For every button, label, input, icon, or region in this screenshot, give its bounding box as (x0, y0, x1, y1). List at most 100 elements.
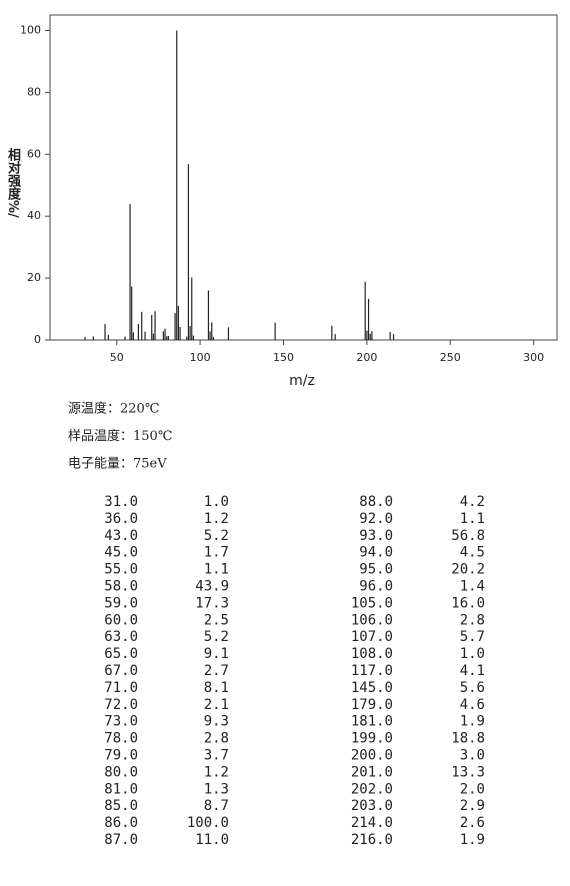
table-cell: 200.0 (351, 748, 393, 764)
condition: 源温度：220℃ (68, 401, 159, 417)
table-cell: 1.0 (460, 646, 485, 662)
table-cell: 1.2 (204, 764, 229, 780)
table-cell: 1.2 (204, 511, 229, 527)
table-cell: 9.3 (204, 714, 229, 730)
table-cell: 145.0 (351, 680, 393, 696)
table-cell: 4.1 (460, 663, 485, 679)
table-cell: 78.0 (104, 731, 138, 747)
y-tick-label: 0 (34, 333, 41, 346)
table-cell: 5.2 (204, 629, 229, 645)
table-cell: 17.3 (195, 595, 229, 611)
table-cell: 93.0 (359, 528, 393, 544)
table-cell: 1.7 (204, 545, 229, 561)
x-tick-label: 300 (523, 351, 544, 364)
x-axis-label: m/z (289, 373, 315, 389)
table-cell: 2.0 (460, 781, 485, 797)
table-cell: 43.0 (104, 528, 138, 544)
table-cell: 179.0 (351, 697, 393, 713)
table-cell: 94.0 (359, 545, 393, 561)
x-tick-label: 250 (440, 351, 461, 364)
table-cell: 4.2 (460, 494, 485, 510)
x-tick-label: 100 (190, 351, 211, 364)
table-cell: 181.0 (351, 714, 393, 730)
table-cell: 1.0 (204, 494, 229, 510)
table-cell: 4.5 (460, 545, 485, 561)
table-cell: 16.0 (451, 595, 485, 611)
y-tick-label: 20 (27, 271, 41, 284)
table-cell: 63.0 (104, 629, 138, 645)
table-cell: 80.0 (104, 764, 138, 780)
table-cell: 85.0 (104, 798, 138, 814)
table-cell: 2.8 (204, 731, 229, 747)
table-cell: 4.6 (460, 697, 485, 713)
condition: 样品温度：150℃ (68, 428, 172, 444)
table-cell: 55.0 (104, 562, 138, 578)
table-cell: 86.0 (104, 815, 138, 831)
table-cell: 201.0 (351, 764, 393, 780)
x-tick-label: 50 (110, 351, 124, 364)
table-cell: 216.0 (351, 832, 393, 848)
table-cell: 20.2 (451, 562, 485, 578)
table-cell: 1.1 (460, 511, 485, 527)
table-cell: 5.7 (460, 629, 485, 645)
table-cell: 2.6 (460, 815, 485, 831)
table-cell: 5.6 (460, 680, 485, 696)
table-cell: 43.9 (195, 579, 229, 595)
table-cell: 60.0 (104, 612, 138, 628)
table-cell: 96.0 (359, 579, 393, 595)
table-cell: 56.8 (451, 528, 485, 544)
table-cell: 106.0 (351, 612, 393, 628)
table-cell: 117.0 (351, 663, 393, 679)
table-cell: 203.0 (351, 798, 393, 814)
table-cell: 107.0 (351, 629, 393, 645)
table-cell: 92.0 (359, 511, 393, 527)
table-cell: 81.0 (104, 781, 138, 797)
table-cell: 67.0 (104, 663, 138, 679)
table-cell: 65.0 (104, 646, 138, 662)
table-cell: 5.2 (204, 528, 229, 544)
table-cell: 79.0 (104, 748, 138, 764)
table-cell: 108.0 (351, 646, 393, 662)
x-tick-label: 200 (356, 351, 377, 364)
table-cell: 87.0 (104, 832, 138, 848)
table-cell: 202.0 (351, 781, 393, 797)
x-tick-label: 150 (273, 351, 294, 364)
table-cell: 1.4 (460, 579, 485, 595)
y-tick-label: 60 (27, 147, 41, 160)
table-cell: 11.0 (195, 832, 229, 848)
condition: 电子能量：75eV (68, 457, 167, 472)
table-cell: 2.9 (460, 798, 485, 814)
table-cell: 95.0 (359, 562, 393, 578)
table-cell: 9.1 (204, 646, 229, 662)
table-cell: 2.5 (204, 612, 229, 628)
y-tick-label: 40 (27, 209, 41, 222)
table-cell: 8.1 (204, 680, 229, 696)
y-tick-label: 100 (20, 23, 41, 36)
table-cell: 2.1 (204, 697, 229, 713)
table-cell: 1.9 (460, 832, 485, 848)
table-cell: 214.0 (351, 815, 393, 831)
table-cell: 36.0 (104, 511, 138, 527)
table-cell: 45.0 (104, 545, 138, 561)
table-cell: 2.8 (460, 612, 485, 628)
table-cell: 18.8 (451, 731, 485, 747)
table-cell: 1.1 (204, 562, 229, 578)
table-cell: 31.0 (104, 494, 138, 510)
table-cell: 73.0 (104, 714, 138, 730)
table-cell: 59.0 (104, 595, 138, 611)
table-cell: 105.0 (351, 595, 393, 611)
table-cell: 88.0 (359, 494, 393, 510)
table-cell: 1.3 (204, 781, 229, 797)
table-cell: 8.7 (204, 798, 229, 814)
table-cell: 58.0 (104, 579, 138, 595)
table-cell: 13.3 (451, 764, 485, 780)
table-cell: 199.0 (351, 731, 393, 747)
table-cell: 3.0 (460, 748, 485, 764)
table-cell: 71.0 (104, 680, 138, 696)
y-axis-label: 相对强度%/ (5, 148, 20, 218)
table-cell: 2.7 (204, 663, 229, 679)
y-tick-label: 80 (27, 85, 41, 98)
table-cell: 100.0 (187, 815, 229, 831)
